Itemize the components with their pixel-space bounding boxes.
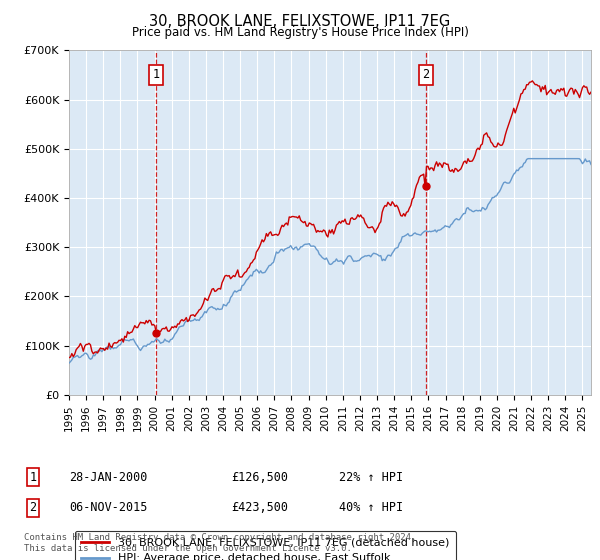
Text: £126,500: £126,500 [231,470,288,484]
Text: Price paid vs. HM Land Registry's House Price Index (HPI): Price paid vs. HM Land Registry's House … [131,26,469,39]
Text: 28-JAN-2000: 28-JAN-2000 [69,470,148,484]
Text: 2: 2 [29,501,37,515]
Text: 1: 1 [152,68,160,82]
Legend: 30, BROOK LANE, FELIXSTOWE, IP11 7EG (detached house), HPI: Average price, detac: 30, BROOK LANE, FELIXSTOWE, IP11 7EG (de… [74,531,456,560]
Text: 2: 2 [422,68,429,82]
Text: 40% ↑ HPI: 40% ↑ HPI [339,501,403,515]
Text: 1: 1 [29,470,37,484]
Text: 30, BROOK LANE, FELIXSTOWE, IP11 7EG: 30, BROOK LANE, FELIXSTOWE, IP11 7EG [149,14,451,29]
Text: 06-NOV-2015: 06-NOV-2015 [69,501,148,515]
Text: 22% ↑ HPI: 22% ↑ HPI [339,470,403,484]
Text: Contains HM Land Registry data © Crown copyright and database right 2024.
This d: Contains HM Land Registry data © Crown c… [24,533,416,553]
Text: £423,500: £423,500 [231,501,288,515]
